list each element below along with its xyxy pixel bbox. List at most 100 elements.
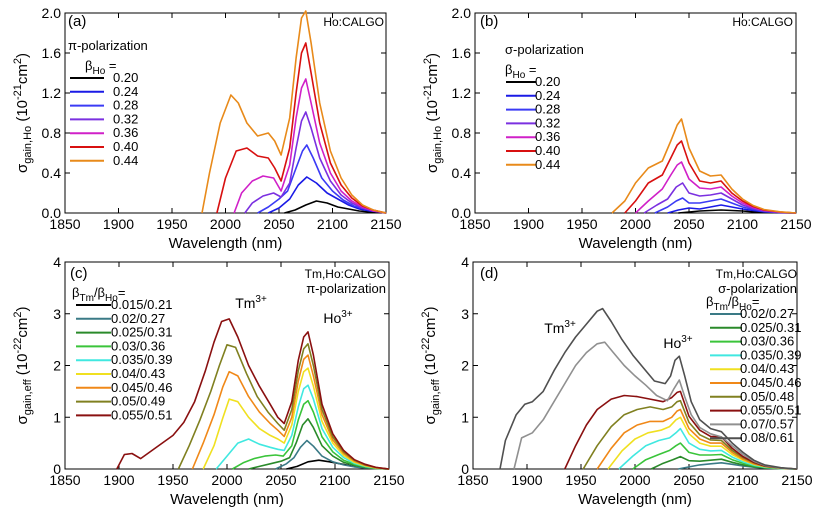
y-axis-label: σgain,Ho (10-21cm2) bbox=[12, 53, 34, 173]
series-line bbox=[513, 341, 798, 470]
series-line bbox=[624, 140, 797, 214]
x-tick-label: 1950 bbox=[157, 472, 188, 488]
chart-panel-2: 1850 1900 1950 2000 2050 2100 2150 0.0 0.4 0.8 1.2… bbox=[422, 5, 812, 252]
series-line bbox=[499, 307, 798, 470]
legend-label: 0.20 bbox=[113, 70, 138, 85]
legend-label: 0.28 bbox=[113, 98, 138, 113]
y-tick-label: 4 bbox=[461, 254, 469, 270]
x-tick-label: 2050 bbox=[673, 472, 704, 488]
chart-subtitle: π-polarization bbox=[306, 281, 386, 296]
legend-label: 0.36 bbox=[113, 125, 138, 140]
chart-subtitle: π-polarization bbox=[68, 38, 148, 53]
series-line bbox=[216, 42, 387, 214]
y-tick-label: 0.0 bbox=[42, 205, 62, 221]
legend-label: 0.40 bbox=[535, 143, 560, 158]
y-tick-label: 1.6 bbox=[42, 45, 62, 61]
y-tick-label: 1.6 bbox=[452, 45, 472, 61]
chart-title: Tm,Ho:CALGO bbox=[716, 267, 797, 281]
panel-label: (a) bbox=[68, 13, 86, 30]
y-tick-label: 0.4 bbox=[42, 165, 62, 181]
y-tick-label: 0.4 bbox=[452, 165, 472, 181]
legend-label: 0.025/0.31 bbox=[740, 320, 801, 335]
y-tick-label: 4 bbox=[53, 254, 61, 270]
legend-label: 0.015/0.21 bbox=[111, 297, 172, 312]
chart-title: Ho:CALGO bbox=[732, 15, 793, 29]
series-line bbox=[232, 399, 390, 470]
annotation-label: Tm3+ bbox=[235, 294, 267, 311]
series-line bbox=[611, 118, 797, 214]
legend-label: 0.24 bbox=[535, 88, 560, 103]
y-axis-label: σgain,eff (10-22cm2) bbox=[420, 306, 442, 424]
annotation-label: Ho3+ bbox=[323, 309, 352, 326]
x-tick-label: 2000 bbox=[211, 472, 242, 488]
legend-label: 0.03/0.36 bbox=[111, 338, 165, 353]
series-line bbox=[233, 78, 387, 214]
x-tick-label: 2150 bbox=[781, 472, 812, 488]
x-tick-label: 1850 bbox=[457, 472, 488, 488]
x-tick-label: 1950 bbox=[566, 216, 597, 232]
y-tick-label: 0.8 bbox=[452, 125, 472, 141]
chart-title: Tm,Ho:CALGO bbox=[305, 267, 386, 281]
x-tick-label: 2100 bbox=[319, 472, 350, 488]
series-line bbox=[284, 200, 387, 214]
y-tick-label: 1 bbox=[461, 409, 469, 425]
legend-label: 0.32 bbox=[535, 115, 560, 130]
legend-label: 0.035/0.39 bbox=[740, 347, 801, 362]
y-tick-label: 1 bbox=[53, 409, 61, 425]
x-tick-label: 2100 bbox=[727, 216, 758, 232]
x-tick-label: 2000 bbox=[620, 216, 651, 232]
x-tick-label: 2150 bbox=[370, 216, 401, 232]
chart-panel-3: 1850 1900 1950 2000 2050 2100 2150 0 1 2 3 4 Wavelen… bbox=[12, 254, 405, 508]
legend-label: 0.04/0.43 bbox=[111, 366, 165, 381]
annotation-label: Tm3+ bbox=[544, 319, 576, 336]
series-line bbox=[201, 10, 387, 214]
series-line bbox=[564, 390, 798, 470]
legend-label: 0.20 bbox=[535, 74, 560, 89]
x-tick-label: 2100 bbox=[727, 472, 758, 488]
x-tick-label: 2050 bbox=[265, 472, 296, 488]
y-tick-label: 0.8 bbox=[42, 125, 62, 141]
series-line bbox=[244, 111, 387, 214]
chart-title: Ho:CALGO bbox=[323, 15, 384, 29]
x-tick-label: 1900 bbox=[511, 472, 542, 488]
y-tick-label: 2 bbox=[461, 358, 469, 374]
series-line bbox=[177, 343, 390, 470]
chart-subtitle: σ-polarization bbox=[505, 42, 584, 57]
x-tick-label: 1900 bbox=[103, 216, 134, 232]
x-tick-label: 1900 bbox=[103, 472, 134, 488]
legend-label: 0.045/0.46 bbox=[740, 375, 801, 390]
legend-label: 0.055/0.51 bbox=[740, 403, 801, 418]
series-line bbox=[267, 176, 387, 214]
legend-label: 0.045/0.46 bbox=[111, 380, 172, 395]
chart-panel-4: 1850 1900 1950 2000 2050 2100 2150 0 1 2 3 4 Wavelen… bbox=[420, 254, 813, 508]
x-tick-label: 2000 bbox=[619, 472, 650, 488]
y-tick-label: 2.0 bbox=[452, 5, 472, 21]
x-tick-label: 2050 bbox=[673, 216, 704, 232]
y-tick-label: 0 bbox=[461, 461, 469, 477]
annotation-label: Ho3+ bbox=[663, 334, 692, 351]
y-tick-label: 2 bbox=[53, 358, 61, 374]
panel-label: (b) bbox=[480, 13, 498, 30]
x-tick-label: 2150 bbox=[780, 216, 811, 232]
legend-label: 0.32 bbox=[113, 111, 138, 126]
x-tick-label: 1900 bbox=[513, 216, 544, 232]
legend-title: βHo = bbox=[505, 62, 537, 81]
y-tick-label: 0.0 bbox=[452, 205, 472, 221]
legend-label: 0.03/0.36 bbox=[740, 334, 794, 349]
x-tick-label: 2100 bbox=[317, 216, 348, 232]
panel-label: (d) bbox=[480, 265, 498, 282]
series-line bbox=[202, 367, 390, 470]
y-tick-label: 1.2 bbox=[42, 85, 62, 101]
x-tick-label: 2150 bbox=[373, 472, 404, 488]
y-axis-label: σgain,Ho (10-21cm2) bbox=[422, 53, 444, 173]
legend-label: 0.025/0.31 bbox=[111, 325, 172, 340]
legend-label: 0.28 bbox=[535, 102, 560, 117]
series-line bbox=[191, 354, 390, 470]
x-axis-label: Wavelength (nm) bbox=[170, 491, 284, 508]
legend-label: 0.02/0.27 bbox=[740, 306, 794, 321]
legend-label: 0.05/0.48 bbox=[740, 389, 794, 404]
legend-label: 0.44 bbox=[113, 153, 138, 168]
legend-label: 0.02/0.27 bbox=[111, 311, 165, 326]
legend-label: 0.035/0.39 bbox=[111, 352, 172, 367]
y-tick-label: 3 bbox=[53, 306, 61, 322]
